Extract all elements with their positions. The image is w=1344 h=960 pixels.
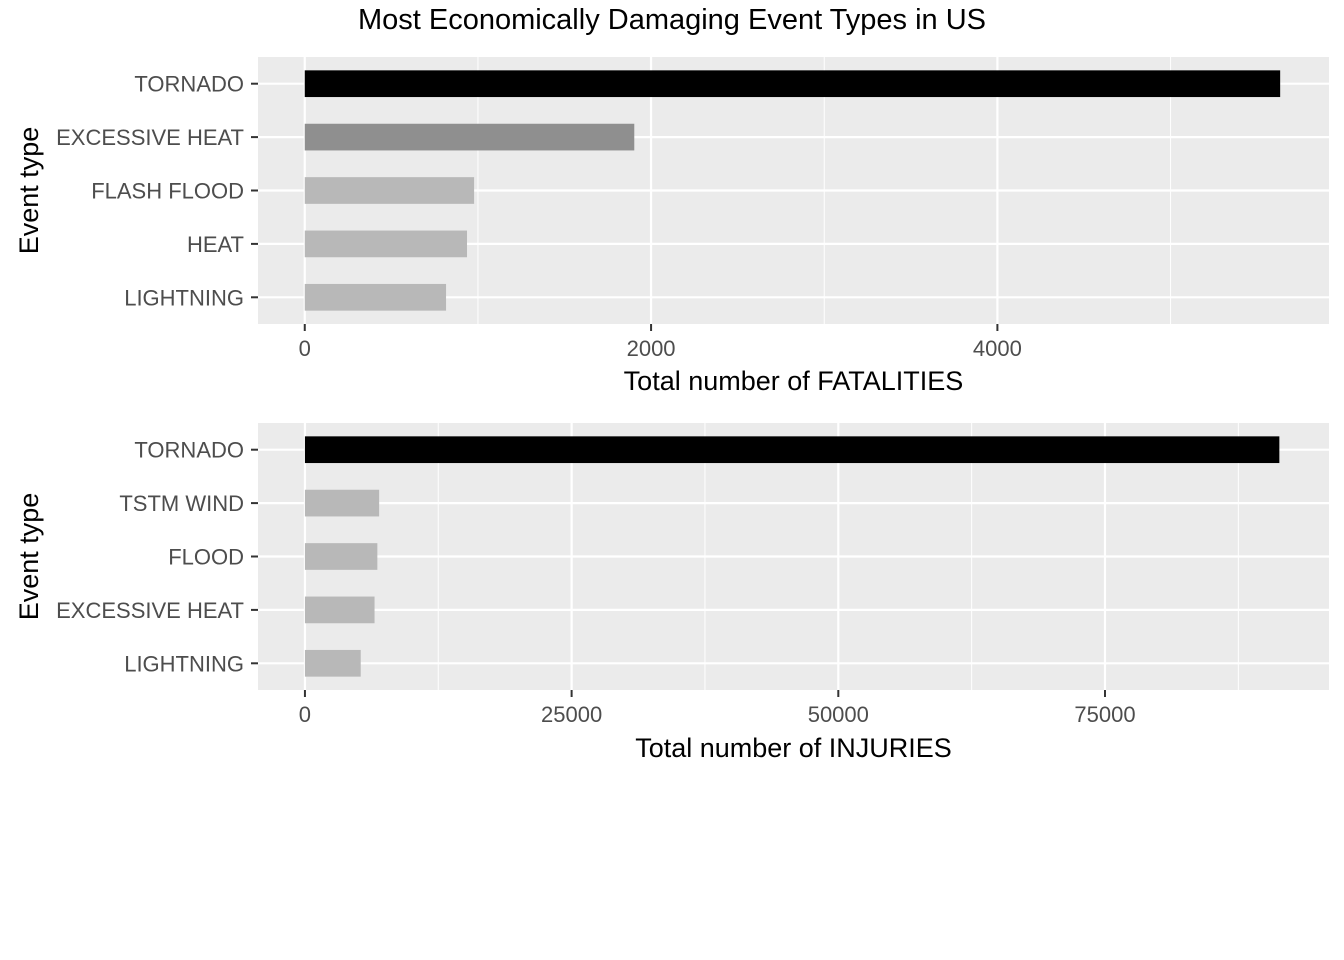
y-tick-label: FLOOD <box>168 545 244 570</box>
bar-tstm-wind <box>304 489 380 517</box>
y-tick-label: TORNADO <box>134 438 244 463</box>
y-tick-label: LIGHTNING <box>124 651 244 676</box>
bar-excessive-heat <box>304 596 375 624</box>
x-axis-title: Total number of FATALITIES <box>624 366 964 396</box>
x-tick-label: 2000 <box>627 336 676 361</box>
bar-lightning <box>304 283 447 311</box>
x-axis-title: Total number of INJURIES <box>635 733 952 763</box>
y-tick-label: FLASH FLOOD <box>91 179 244 204</box>
y-tick-label: TSTM WIND <box>119 491 244 516</box>
chart-title: Most Economically Damaging Event Types i… <box>357 4 987 36</box>
x-tick-label: 50000 <box>808 702 869 727</box>
bar-tornado <box>304 436 1280 464</box>
bar-tornado <box>304 70 1281 98</box>
bar-excessive-heat <box>304 123 635 151</box>
bar-heat <box>304 230 468 258</box>
y-tick-label: EXCESSIVE HEAT <box>56 125 244 150</box>
y-tick-label: EXCESSIVE HEAT <box>56 598 244 623</box>
chart-panel-2: TORNADO TSTM WIND FLOOD EXCESSIVE HEAT LIGHT… <box>14 423 1329 763</box>
y-tick-label: TORNADO <box>134 72 244 97</box>
y-tick-label: HEAT <box>187 232 244 257</box>
y-axis-title: Event type <box>14 493 44 621</box>
x-tick-label: 75000 <box>1074 702 1135 727</box>
x-tick-label: 25000 <box>541 702 602 727</box>
y-tick-label: LIGHTNING <box>124 285 244 310</box>
x-tick-label: 4000 <box>973 336 1022 361</box>
bar-lightning <box>304 649 361 677</box>
bar-flash-flood <box>304 177 475 204</box>
x-tick-label: 0 <box>299 702 311 727</box>
bar-flood <box>304 543 378 570</box>
x-tick-label: 0 <box>299 336 311 361</box>
chart-panel-1: TORNADO EXCESSIVE HEAT FLASH FLOOD HEAT LIGH… <box>14 57 1329 396</box>
y-axis-title: Event type <box>14 127 44 255</box>
